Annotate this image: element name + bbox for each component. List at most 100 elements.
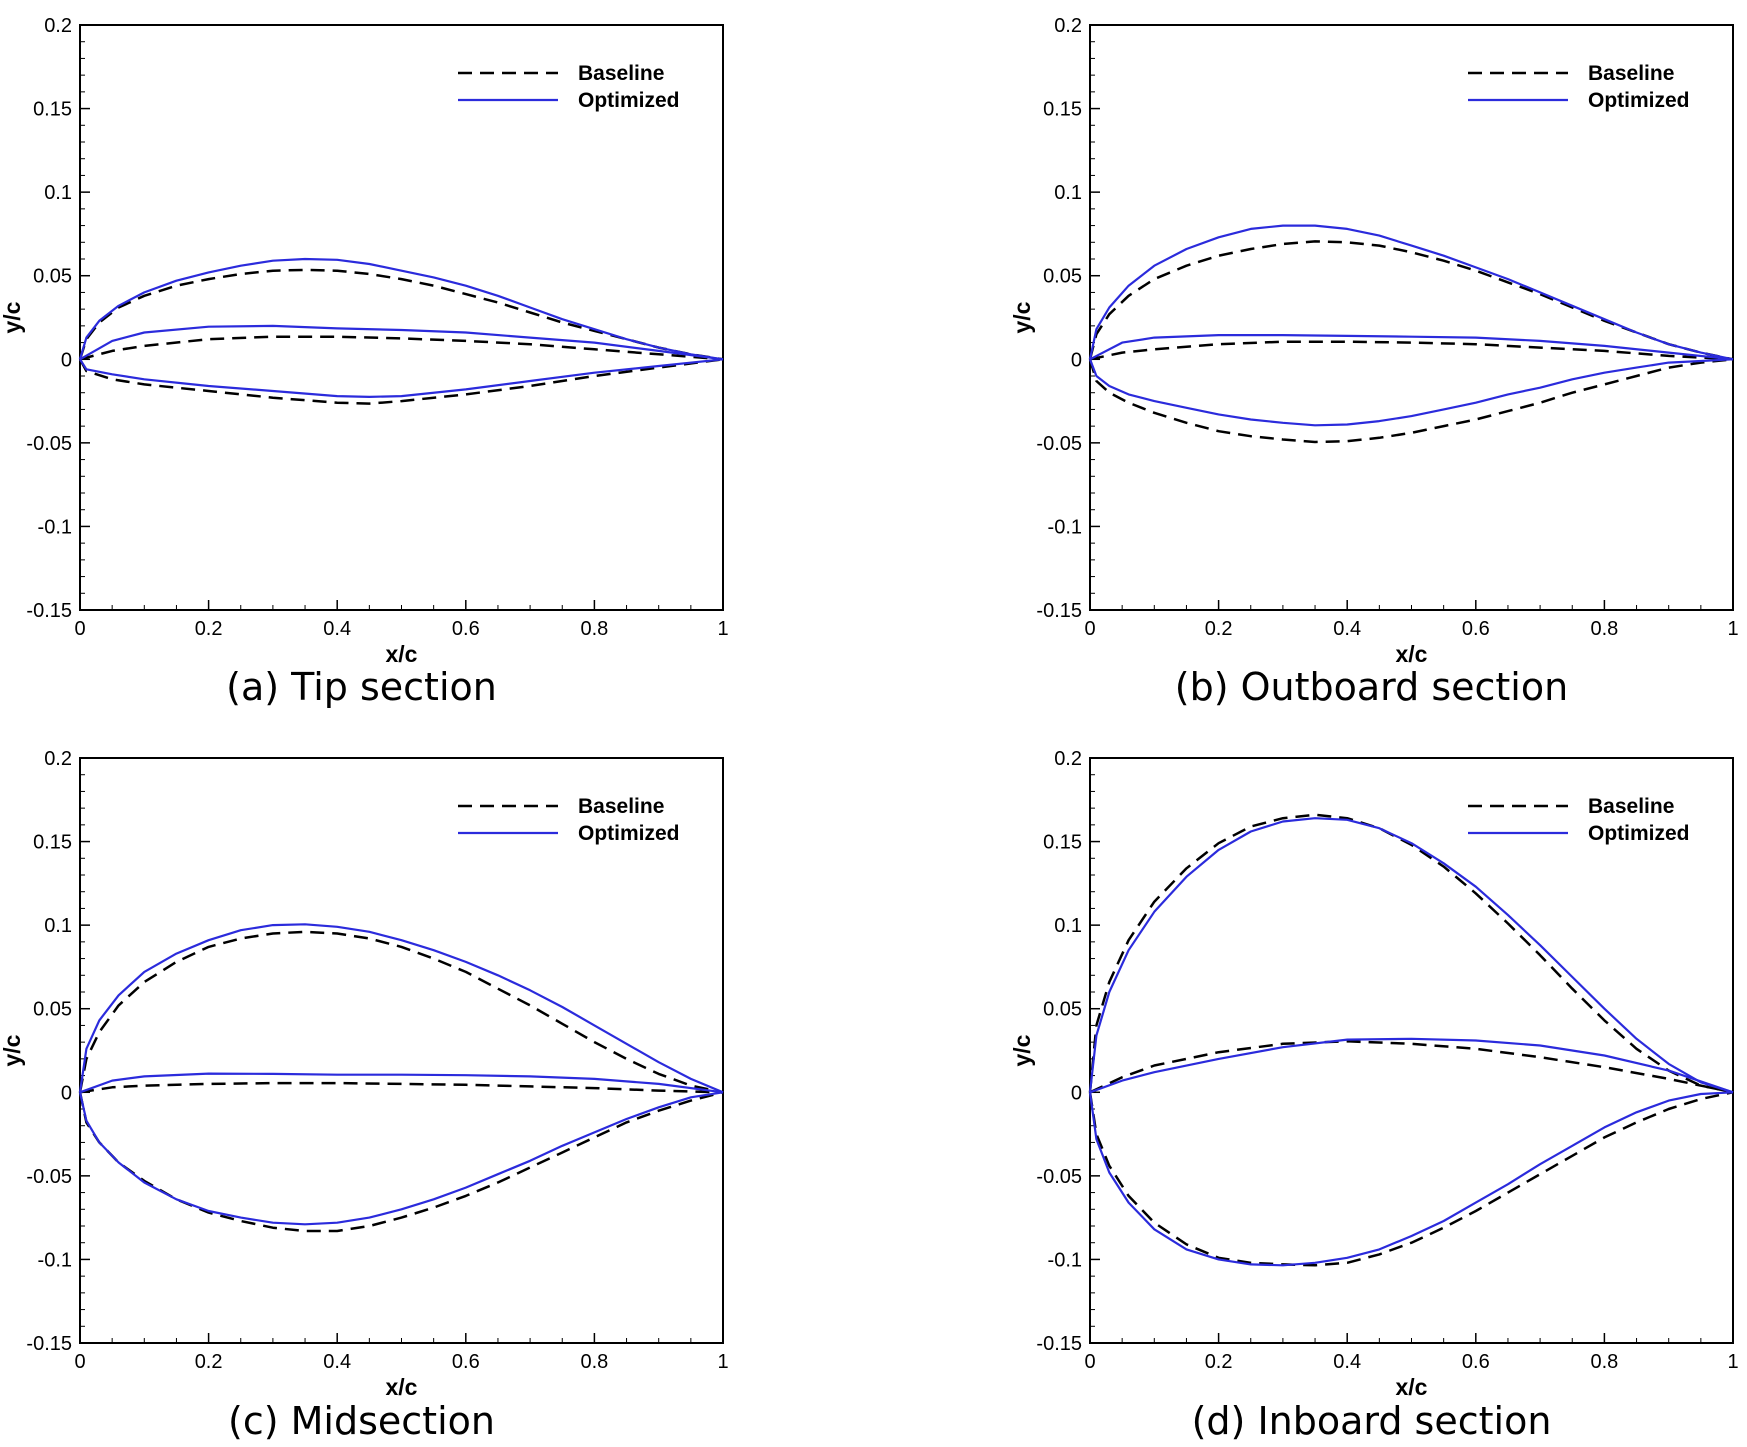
legend-baseline-label: Baseline xyxy=(578,62,664,85)
y-tick-label: 0.15 xyxy=(33,99,72,121)
legend-optimized-label: Optimized xyxy=(1588,822,1690,845)
plot-frame xyxy=(79,24,724,611)
y-tick-label: 0.2 xyxy=(44,15,72,37)
baseline-curve-1 xyxy=(1089,340,1734,361)
chart-panel-1: 0 0.2 0.4 0.6 0.8 1 -0.15 -0.1 -0.05 0 0.05 0.1 0.15… xyxy=(1009,15,1739,709)
x-axis-title: x/c xyxy=(1396,641,1428,667)
y-tick-label: 0 xyxy=(1071,349,1082,371)
y-tick-label: -0.05 xyxy=(26,433,72,455)
legend-baseline-label: Baseline xyxy=(578,795,664,818)
x-tick-label: 0.6 xyxy=(452,618,480,640)
y-tick-label: 0.05 xyxy=(33,266,72,288)
y-tick-label: 0 xyxy=(61,349,72,371)
optimized-curve-0 xyxy=(1088,817,1734,1094)
x-tick-label: 0 xyxy=(74,1351,85,1373)
y-tick-label: 0.15 xyxy=(1043,832,1082,854)
chart-panel-0: 0 0.2 0.4 0.6 0.8 1 -0.15 -0.1 -0.05 0 0.05 0.1 0.15… xyxy=(0,15,729,709)
y-tick-label: 0.1 xyxy=(1054,182,1082,204)
y-tick-label: 0.2 xyxy=(1054,748,1082,770)
legend-optimized-label: Optimized xyxy=(578,89,680,112)
x-tick-label: 0.4 xyxy=(1333,618,1361,640)
x-axis-title: x/c xyxy=(1396,1374,1428,1400)
y-tick-label: -0.05 xyxy=(1036,433,1082,455)
baseline-curve-2 xyxy=(78,358,724,405)
optimized-curve-2 xyxy=(1088,1091,1734,1267)
x-tick-label: 1 xyxy=(1727,1351,1738,1373)
x-tick-label: 0.2 xyxy=(195,618,223,640)
legend-baseline-label: Baseline xyxy=(1588,62,1674,85)
y-tick-label: 0 xyxy=(61,1082,72,1104)
optimized-curve-1 xyxy=(79,1072,724,1094)
x-tick-label: 0.6 xyxy=(452,1351,480,1373)
optimized-curve-2 xyxy=(78,1091,724,1226)
x-tick-label: 1 xyxy=(1727,618,1738,640)
baseline-curve-2 xyxy=(1088,1091,1734,1267)
y-tick-label: -0.15 xyxy=(26,1333,72,1355)
y-tick-label: 0.2 xyxy=(1054,15,1082,37)
x-axis-title: x/c xyxy=(386,1374,418,1400)
baseline-curve-1 xyxy=(79,1081,724,1094)
y-tick-label: 0.1 xyxy=(1054,915,1082,937)
y-tick-label: -0.1 xyxy=(1048,516,1082,538)
y-tick-label: 0.15 xyxy=(33,832,72,854)
y-tick-label: -0.15 xyxy=(1036,1333,1082,1355)
y-tick-label: 0.2 xyxy=(44,748,72,770)
optimized-curve-0 xyxy=(78,257,724,361)
y-tick-label: 0.05 xyxy=(1043,266,1082,288)
optimized-curve-2 xyxy=(79,358,724,398)
x-tick-label: 0 xyxy=(1084,1351,1095,1373)
y-tick-label: -0.15 xyxy=(1036,600,1082,622)
y-tick-label: -0.15 xyxy=(26,600,72,622)
optimized-curve-0 xyxy=(1088,224,1734,361)
y-tick-label: 0.1 xyxy=(44,182,72,204)
optimized-curve-0 xyxy=(78,923,724,1094)
baseline-curve-2 xyxy=(1088,358,1734,444)
y-axis-title: y/c xyxy=(0,301,25,333)
y-tick-label: 0.05 xyxy=(1043,999,1082,1021)
baseline-curve-2 xyxy=(78,1091,724,1233)
x-tick-label: 0.2 xyxy=(195,1351,223,1373)
x-axis-title: x/c xyxy=(386,641,418,667)
panel-caption: (b) Outboard section xyxy=(1175,665,1568,709)
y-axis-title: y/c xyxy=(0,1034,25,1066)
y-tick-label: 0 xyxy=(1071,1082,1082,1104)
plot-frame xyxy=(1089,24,1734,611)
panel-caption: (c) Midsection xyxy=(228,1399,495,1443)
x-tick-label: 0.2 xyxy=(1205,1351,1233,1373)
y-tick-label: -0.1 xyxy=(1048,1249,1082,1271)
legend-baseline-label: Baseline xyxy=(1588,795,1674,818)
baseline-curve-1 xyxy=(1089,1040,1734,1094)
baseline-curve-0 xyxy=(1088,240,1734,361)
legend-optimized-label: Optimized xyxy=(578,822,680,845)
panel-caption: (d) Inboard section xyxy=(1192,1399,1552,1443)
x-tick-label: 0.8 xyxy=(1590,1351,1618,1373)
optimized-curve-1 xyxy=(79,324,724,361)
y-tick-label: 0.15 xyxy=(1043,99,1082,121)
x-tick-label: 0 xyxy=(1084,618,1095,640)
x-tick-label: 0.8 xyxy=(1590,618,1618,640)
x-tick-label: 0.8 xyxy=(580,1351,608,1373)
y-tick-label: -0.1 xyxy=(38,1249,72,1271)
x-tick-label: 0.4 xyxy=(323,618,351,640)
x-tick-label: 1 xyxy=(717,618,728,640)
x-tick-label: 0.8 xyxy=(580,618,608,640)
y-axis-title: y/c xyxy=(1009,301,1035,333)
baseline-curve-0 xyxy=(1088,813,1734,1094)
y-tick-label: -0.1 xyxy=(38,516,72,538)
optimized-curve-1 xyxy=(1089,334,1734,361)
plot-frame xyxy=(79,757,724,1344)
y-tick-label: 0.05 xyxy=(33,999,72,1021)
x-tick-label: 0.2 xyxy=(1205,618,1233,640)
y-tick-label: -0.05 xyxy=(1036,1166,1082,1188)
chart-panel-2: 0 0.2 0.4 0.6 0.8 1 -0.15 -0.1 -0.05 0 0.05 0.1 0.15… xyxy=(0,748,729,1443)
x-tick-label: 0.6 xyxy=(1462,1351,1490,1373)
y-tick-label: -0.05 xyxy=(26,1166,72,1188)
chart-panel-3: 0 0.2 0.4 0.6 0.8 1 -0.15 -0.1 -0.05 0 0.05 0.1 0.15… xyxy=(1009,748,1739,1443)
panel-caption: (a) Tip section xyxy=(226,665,497,709)
x-tick-label: 0.6 xyxy=(1462,618,1490,640)
y-tick-label: 0.1 xyxy=(44,915,72,937)
y-axis-title: y/c xyxy=(1009,1034,1035,1066)
baseline-curve-1 xyxy=(79,335,724,361)
x-tick-label: 1 xyxy=(717,1351,728,1373)
